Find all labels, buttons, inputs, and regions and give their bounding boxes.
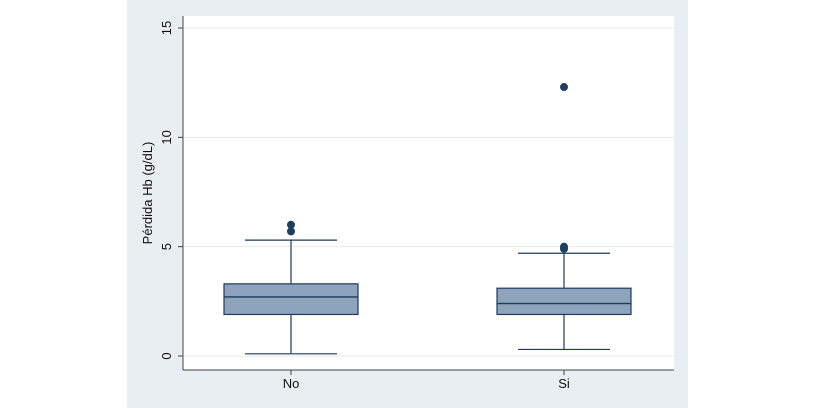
y-tick-label: 10 <box>159 130 174 144</box>
box-group-no <box>223 220 359 355</box>
outlier-point <box>560 83 568 92</box>
box-group-si <box>496 83 632 351</box>
box-series <box>223 83 632 355</box>
outlier-point <box>287 220 295 229</box>
y-axis-title: Pérdida Hb (g/dL) <box>140 142 155 245</box>
x-tick-label: No <box>283 376 300 391</box>
y-axis: 0 5 10 15 <box>159 16 184 370</box>
y-tick-label: 5 <box>159 243 174 250</box>
x-axis: No Si <box>183 369 674 391</box>
box-iqr <box>496 287 632 316</box>
x-tick-label: Si <box>558 376 570 391</box>
outlier-point <box>287 227 295 236</box>
plot-region <box>183 16 674 370</box>
y-tick-label: 0 <box>159 352 174 359</box>
y-tick-label: 15 <box>159 21 174 35</box>
outlier-point <box>560 242 568 251</box>
box-iqr <box>223 283 359 316</box>
gridlines <box>183 27 674 357</box>
